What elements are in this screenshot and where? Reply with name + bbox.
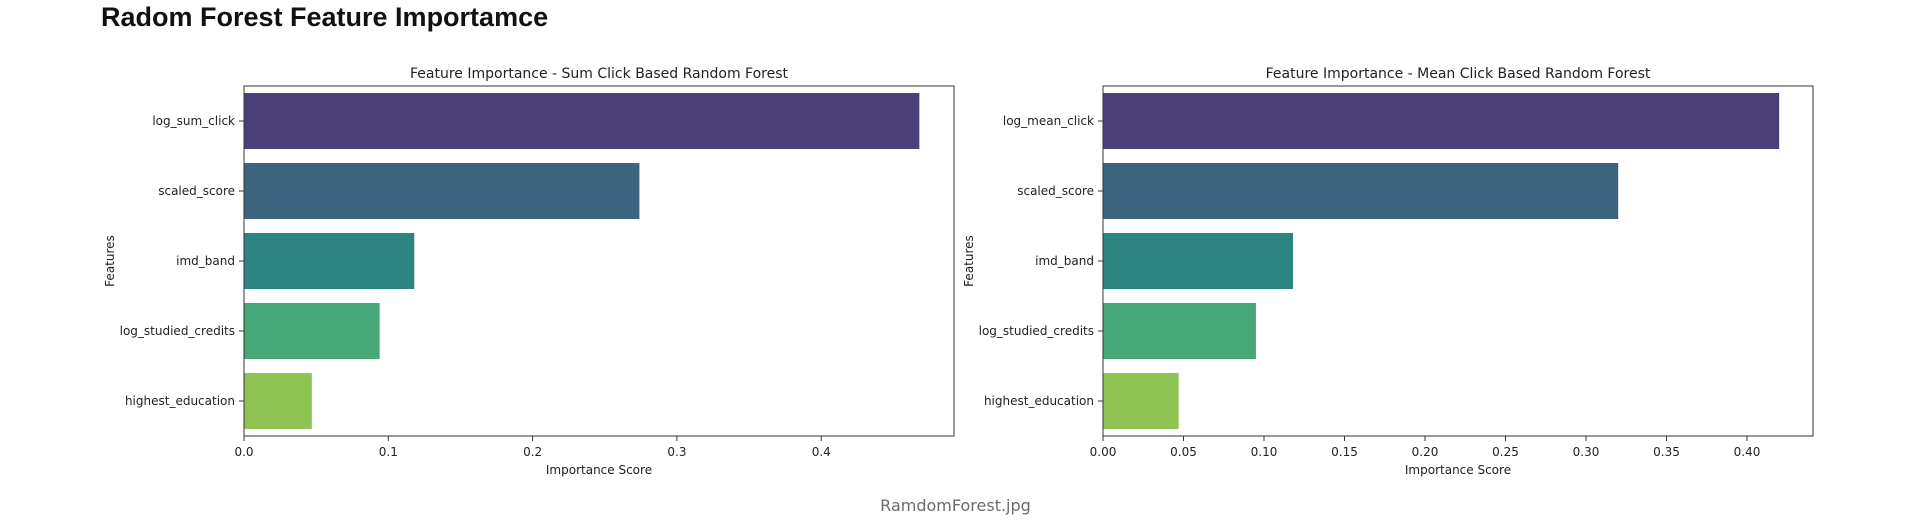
x-tick-label: 0.3 bbox=[667, 445, 686, 459]
x-tick-label: 0.30 bbox=[1573, 445, 1600, 459]
plot-frame bbox=[1102, 85, 1814, 437]
chart-title: Feature Importance - Mean Click Based Ra… bbox=[1266, 66, 1651, 82]
x-tick-label: 0.2 bbox=[523, 445, 542, 459]
y-tick-label: log_studied_credits bbox=[120, 324, 235, 338]
chart-2: log_mean_click scaled_score imd_band log_st… bbox=[962, 66, 1814, 477]
image-caption: RamdomForest.jpg bbox=[880, 496, 1031, 515]
x-axis-label: Importance Score bbox=[1405, 463, 1511, 477]
bar-log-studied-credits bbox=[244, 303, 380, 359]
y-tick-label: log_sum_click bbox=[152, 114, 235, 128]
x-tick-label: 0.25 bbox=[1492, 445, 1519, 459]
page-title: Radom Forest Feature Importamce bbox=[101, 2, 549, 32]
plot-frame bbox=[243, 85, 955, 437]
y-tick-label: log_studied_credits bbox=[979, 324, 1094, 338]
y-tick-label: imd_band bbox=[176, 254, 235, 268]
x-tick-label: 0.1 bbox=[379, 445, 398, 459]
bar-imd-band bbox=[244, 233, 415, 289]
x-tick-label: 0.35 bbox=[1653, 445, 1680, 459]
y-tick-label: scaled_score bbox=[1017, 184, 1094, 198]
x-tick-label: 0.40 bbox=[1734, 445, 1761, 459]
x-tick-label: 0.15 bbox=[1331, 445, 1358, 459]
bar-scaled-score bbox=[1103, 163, 1619, 219]
bar-log-studied-credits bbox=[1103, 303, 1256, 359]
bar-log-sum-click bbox=[244, 93, 920, 149]
y-tick-label: highest_education bbox=[125, 394, 235, 408]
chart-figure: log_sum_click scaled_score imd_band log_stu… bbox=[103, 66, 1814, 477]
bar-imd-band bbox=[1103, 233, 1293, 289]
x-tick-label: 0.00 bbox=[1090, 445, 1117, 459]
y-tick-label: imd_band bbox=[1035, 254, 1094, 268]
bar-highest-education bbox=[244, 373, 312, 429]
x-tick-label: 0.10 bbox=[1251, 445, 1278, 459]
y-tick-label: scaled_score bbox=[158, 184, 235, 198]
bar-log-mean-click bbox=[1103, 93, 1780, 149]
x-axis-label: Importance Score bbox=[546, 463, 652, 477]
x-tick-label: 0.4 bbox=[812, 445, 831, 459]
y-axis-label: Features bbox=[962, 235, 976, 287]
y-axis-label: Features bbox=[103, 235, 117, 287]
bar-scaled-score bbox=[244, 163, 640, 219]
bar-highest-education bbox=[1103, 373, 1179, 429]
y-tick-label: highest_education bbox=[984, 394, 1094, 408]
y-tick-label: log_mean_click bbox=[1003, 114, 1094, 128]
x-tick-label: 0.05 bbox=[1170, 445, 1197, 459]
chart-title: Feature Importance - Sum Click Based Ran… bbox=[410, 66, 789, 82]
x-tick-label: 0.20 bbox=[1412, 445, 1439, 459]
chart-1: log_sum_click scaled_score imd_band log_stu… bbox=[103, 66, 955, 477]
x-tick-label: 0.0 bbox=[234, 445, 253, 459]
